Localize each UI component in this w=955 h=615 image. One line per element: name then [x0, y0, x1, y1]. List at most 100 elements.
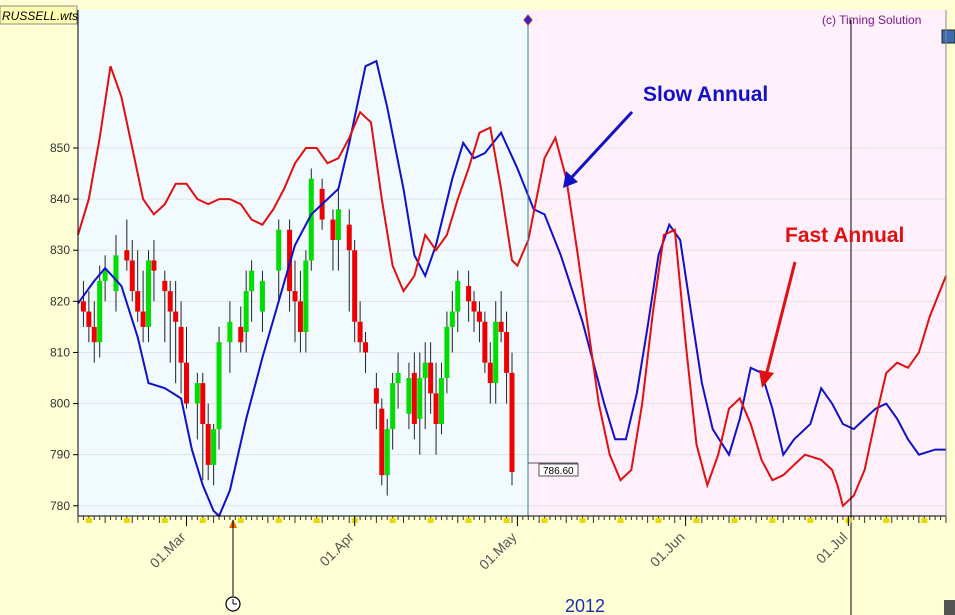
y-tick-label: 800	[50, 397, 70, 411]
x-tick-label: 01.May	[476, 529, 520, 573]
candle	[135, 250, 141, 322]
x-ruler-week-marker	[541, 518, 548, 523]
x-ruler-week-marker	[769, 518, 776, 523]
candle-body	[303, 260, 309, 332]
candle-body	[259, 280, 265, 312]
y-tick-labels: 780 790 800 810 820 830 840 850	[50, 141, 78, 513]
candle	[167, 280, 173, 363]
price-candles	[80, 168, 515, 496]
x-ruler-week-marker	[275, 518, 282, 523]
candle-body	[102, 270, 108, 281]
candle	[211, 424, 217, 486]
x-ruler-week-marker	[237, 518, 244, 523]
candle-body	[476, 311, 482, 322]
candle	[91, 301, 97, 363]
x-tick-labels: 01.Mar 01.Apr 01.May 01.Jun 01.Jul	[146, 516, 850, 573]
candle	[129, 240, 135, 302]
candle-body	[113, 255, 119, 292]
candle-body	[276, 229, 282, 271]
candle	[243, 270, 249, 353]
candle	[162, 270, 168, 343]
candle-body	[97, 280, 103, 343]
candle-body	[455, 280, 461, 312]
candle	[303, 250, 309, 353]
x-tick-label: 01.Mar	[146, 529, 188, 571]
candle	[86, 291, 92, 343]
symbol-tab[interactable]	[0, 5, 78, 25]
candle-body	[297, 301, 303, 332]
candle	[151, 240, 157, 302]
candle	[493, 301, 499, 404]
last-price-tag: 786.60	[528, 462, 579, 477]
y-tick-label: 810	[50, 345, 70, 359]
candle-body	[417, 378, 423, 419]
candle	[471, 291, 477, 332]
candle	[194, 372, 200, 440]
candle-body	[200, 383, 206, 424]
globe-icon[interactable]	[941, 29, 955, 44]
y-tick-label: 830	[50, 243, 70, 257]
x-ruler-week-marker	[161, 518, 168, 523]
candle	[498, 291, 504, 343]
x-ruler-week-marker	[427, 518, 434, 523]
candle	[124, 219, 130, 271]
scroll-right-icon[interactable]	[944, 600, 955, 615]
candle-body	[498, 321, 504, 332]
x-ruler-week-marker	[807, 518, 814, 523]
candle	[395, 352, 401, 409]
candle-body	[91, 326, 97, 343]
candle-body	[167, 291, 173, 312]
candle	[411, 352, 417, 440]
x-ruler-week-marker	[693, 518, 700, 523]
candle	[200, 372, 206, 481]
symbol-label: RUSSELL.wts	[2, 9, 78, 23]
x-ruler-week-marker	[123, 518, 130, 523]
candle-body	[411, 372, 417, 424]
x-ruler-week-marker	[199, 518, 206, 523]
candle	[346, 209, 352, 312]
copyright-label: (c) Timing Solution	[822, 13, 921, 27]
candle-body	[135, 291, 141, 312]
candle-body	[504, 332, 510, 373]
candle-body	[173, 311, 179, 322]
y-tick-label: 780	[50, 499, 70, 513]
y-tick-label: 850	[50, 141, 70, 155]
candle	[509, 352, 515, 486]
candle	[259, 270, 265, 332]
candle	[80, 280, 86, 327]
y-tick-label: 820	[50, 294, 70, 308]
candle	[113, 234, 119, 312]
candle	[249, 260, 255, 322]
candle-body	[249, 270, 255, 292]
x-tick-label: 01.Jul	[813, 529, 851, 567]
x-ruler-week-marker	[313, 518, 320, 523]
x-ruler-week-marker	[389, 518, 396, 523]
y-tick-label: 840	[50, 192, 70, 206]
candle-body	[433, 393, 439, 424]
candle	[476, 301, 482, 343]
candle-body	[346, 224, 352, 251]
x-ruler-week-marker	[85, 518, 92, 523]
candle-body	[124, 250, 130, 261]
candle	[417, 352, 423, 455]
candle	[178, 301, 184, 394]
candle	[292, 260, 298, 343]
candle	[357, 301, 363, 353]
candle-body	[422, 362, 428, 378]
candle-body	[162, 280, 168, 292]
candle-body	[444, 326, 450, 378]
year-label: 2012	[565, 596, 605, 615]
candle	[444, 311, 450, 394]
candle-body	[449, 311, 455, 327]
time-marker[interactable]	[225, 519, 241, 612]
candle	[438, 362, 444, 435]
candle-body	[357, 321, 363, 343]
forecast-start-marker[interactable]	[523, 14, 533, 26]
candle	[330, 209, 336, 271]
candle-body	[86, 311, 92, 327]
candle-body	[406, 378, 412, 414]
candle-body	[471, 301, 477, 312]
candle-body	[493, 321, 499, 384]
candle	[140, 270, 146, 343]
candle	[482, 311, 488, 373]
